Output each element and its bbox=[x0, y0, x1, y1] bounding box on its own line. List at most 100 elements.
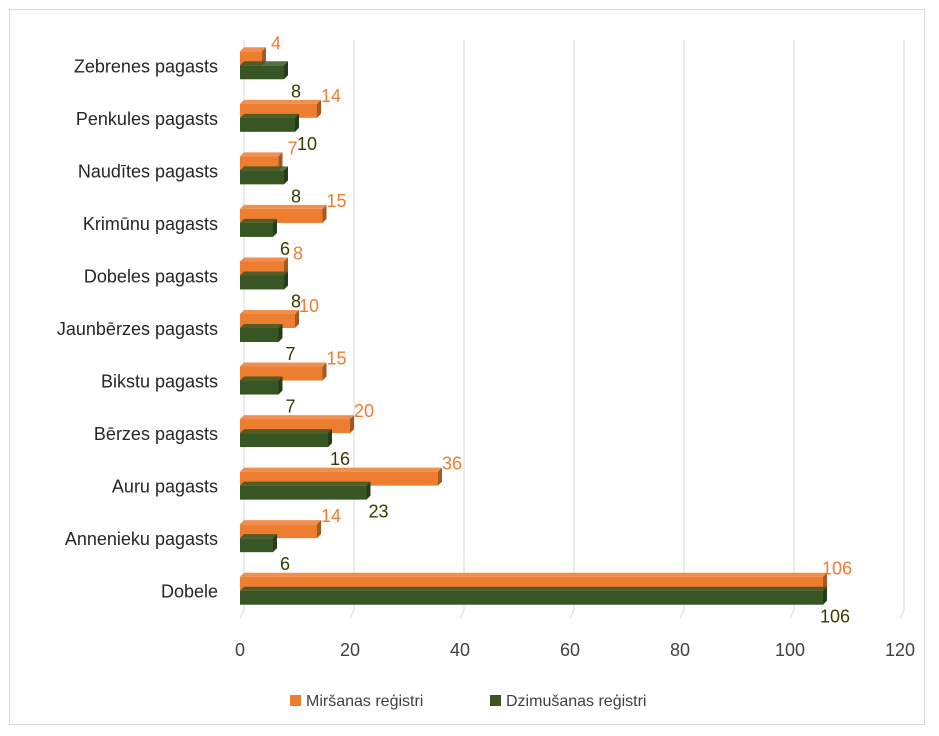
bar-front-face bbox=[240, 117, 295, 132]
data-label: 7 bbox=[287, 138, 297, 158]
bar-front-face bbox=[240, 380, 279, 395]
bar-side-face bbox=[284, 61, 288, 80]
bar-top-face bbox=[240, 271, 288, 276]
bar-top-face bbox=[240, 99, 321, 104]
bar-top-face bbox=[240, 113, 299, 118]
category-label: Bikstu pagasts bbox=[101, 372, 218, 392]
bar-front-face bbox=[240, 328, 279, 342]
legend-item: Miršanas reģistri bbox=[290, 692, 423, 710]
category-label: Auru pagasts bbox=[112, 477, 218, 497]
bar-front-face bbox=[240, 275, 284, 290]
legend-swatch bbox=[490, 695, 501, 706]
bar-side-face bbox=[823, 572, 827, 591]
grid-line-foot bbox=[459, 609, 465, 619]
category-label: Dobele bbox=[161, 582, 218, 602]
bar-top-face bbox=[240, 257, 288, 262]
data-label: 23 bbox=[368, 502, 388, 522]
bar-front-face bbox=[240, 65, 284, 80]
bar-top-face bbox=[240, 310, 299, 314]
x-tick-label: 120 bbox=[885, 640, 915, 660]
grid-line-foot bbox=[569, 609, 575, 619]
legend-label: Miršanas reģistri bbox=[306, 692, 423, 710]
bar-dzimusanas bbox=[240, 166, 288, 185]
bar-dzimusanas bbox=[240, 534, 277, 553]
bar-side-face bbox=[273, 218, 277, 237]
data-label: 6 bbox=[280, 554, 290, 574]
bar-dzimusanas bbox=[240, 61, 288, 80]
bar-side-face bbox=[278, 376, 283, 395]
category-label: Krimūnu pagasts bbox=[83, 214, 218, 234]
data-label: 7 bbox=[285, 397, 295, 417]
data-label: 4 bbox=[271, 33, 281, 53]
bar-side-face bbox=[284, 257, 288, 276]
bar-front-face bbox=[240, 538, 273, 553]
data-label: 8 bbox=[291, 186, 301, 206]
bar-side-face bbox=[317, 99, 321, 118]
grid-line-foot bbox=[789, 609, 795, 619]
legend-label: Dzimušanas reģistri bbox=[506, 692, 646, 710]
x-tick-label: 20 bbox=[340, 640, 360, 660]
grid-line-foot bbox=[899, 609, 905, 619]
bar-top-face bbox=[240, 429, 332, 434]
grid-line-foot bbox=[239, 609, 245, 619]
data-label: 15 bbox=[326, 349, 346, 369]
bar-side-face bbox=[284, 271, 288, 290]
x-tick-label: 0 bbox=[235, 640, 245, 660]
bar-top-face bbox=[240, 152, 283, 157]
data-label: 36 bbox=[442, 454, 462, 474]
data-label: 14 bbox=[321, 506, 341, 526]
bar-front-face bbox=[240, 222, 273, 237]
category-label: Bērzes pagasts bbox=[94, 424, 218, 444]
bar-top-face bbox=[240, 534, 277, 539]
bar-front-face bbox=[240, 170, 284, 185]
data-label: 7 bbox=[285, 344, 295, 364]
legend: Miršanas reģistri Dzimušanas reģistri bbox=[290, 692, 646, 710]
x-tick-label: 40 bbox=[450, 640, 470, 660]
bar-side-face bbox=[295, 310, 299, 328]
data-label: 8 bbox=[291, 291, 301, 311]
bar-top-face bbox=[240, 415, 354, 420]
bar-side-face bbox=[328, 429, 332, 448]
legend-swatch bbox=[290, 695, 301, 706]
category-label: Dobeles pagasts bbox=[84, 266, 218, 286]
grid-line-foot bbox=[679, 609, 685, 619]
data-label: 106 bbox=[822, 559, 852, 579]
bar-top-face bbox=[240, 204, 327, 209]
data-label: 8 bbox=[293, 243, 303, 263]
bar-dzimusanas bbox=[240, 218, 277, 237]
bar-dzimusanas bbox=[240, 376, 283, 395]
bar-dzimusanas bbox=[240, 324, 283, 342]
bar-front-face bbox=[240, 590, 823, 605]
bar-dzimusanas bbox=[240, 113, 299, 132]
data-label: 106 bbox=[820, 607, 850, 627]
bar-front-face bbox=[240, 485, 367, 500]
x-tick-label: 60 bbox=[560, 640, 580, 660]
bar-dzimusanas bbox=[240, 429, 332, 448]
x-tick-label: 100 bbox=[775, 640, 805, 660]
legend-item: Dzimušanas reģistri bbox=[490, 692, 646, 710]
bar-top-face bbox=[240, 467, 442, 472]
category-label: Penkules pagasts bbox=[76, 109, 218, 129]
bar-top-face bbox=[240, 586, 827, 591]
bar-side-face bbox=[295, 113, 299, 132]
category-label: Jaunbērzes pagasts bbox=[57, 319, 218, 339]
bar-front-face bbox=[240, 433, 328, 448]
bar-top-face bbox=[240, 166, 288, 171]
data-label: 8 bbox=[291, 81, 301, 101]
chart-frame bbox=[9, 9, 925, 725]
bar-top-face bbox=[240, 218, 277, 223]
grid-lines bbox=[239, 40, 905, 619]
bar-side-face bbox=[350, 415, 354, 434]
bar-dzimusanas bbox=[240, 271, 288, 290]
bar-side-face bbox=[317, 520, 321, 539]
bar-top-face bbox=[240, 362, 327, 367]
bar-top-face bbox=[240, 376, 283, 381]
bar-top-face bbox=[240, 47, 266, 52]
bar-dzimusanas bbox=[240, 481, 371, 500]
bar-side-face bbox=[284, 166, 288, 185]
data-label: 15 bbox=[326, 191, 346, 211]
bar-side-face bbox=[262, 47, 266, 66]
bar-top-face bbox=[240, 572, 827, 577]
bar-dzimusanas bbox=[240, 586, 827, 605]
